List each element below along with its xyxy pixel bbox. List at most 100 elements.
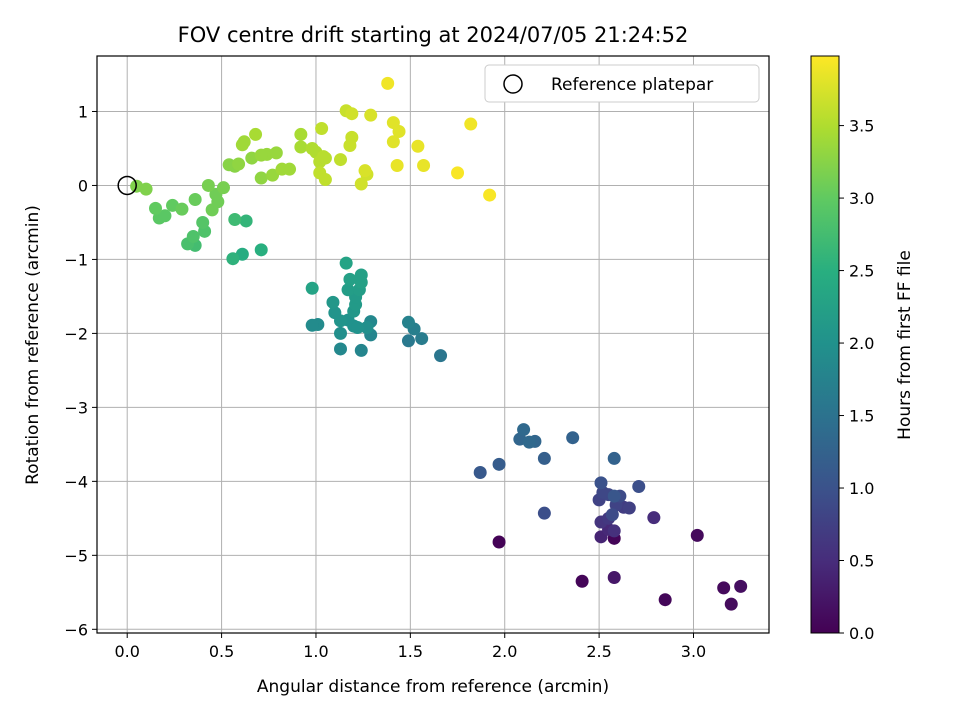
data-point [473, 465, 487, 479]
data-point [239, 214, 253, 228]
legend-label: Reference platepar [551, 75, 713, 95]
data-point [607, 451, 621, 465]
data-point [305, 281, 319, 295]
data-point [647, 511, 661, 525]
data-point [464, 117, 478, 131]
data-point [724, 597, 738, 611]
data-point [235, 138, 249, 152]
legend-open-circle-marker [503, 74, 523, 94]
data-point [358, 164, 372, 178]
data-point [492, 457, 506, 471]
x-tick-label: 3.0 [681, 642, 706, 661]
data-point [605, 508, 619, 522]
scatter-points [130, 76, 748, 611]
data-point [492, 535, 506, 549]
data-point [392, 124, 406, 138]
data-point [283, 162, 297, 176]
data-point [594, 476, 608, 490]
data-point [226, 252, 240, 266]
data-point [254, 243, 268, 257]
data-point [607, 524, 621, 538]
y-tick-label: −2 [64, 324, 88, 343]
data-point [360, 320, 374, 334]
colorbar-tick-label: 0.5 [849, 552, 874, 571]
data-point [350, 320, 364, 334]
legend-box [484, 64, 760, 103]
data-point [232, 157, 246, 171]
data-point [269, 146, 283, 160]
data-point [334, 342, 348, 356]
x-tick-label: 2.0 [492, 642, 517, 661]
data-point [364, 108, 378, 122]
y-tick-label: −4 [64, 472, 88, 491]
colorbar-tick-label: 3.5 [849, 117, 874, 136]
data-point [326, 295, 340, 309]
data-point [294, 127, 308, 141]
x-axis-label: Angular distance from reference (arcmin) [257, 677, 609, 697]
x-tick-label: 1.5 [398, 642, 423, 661]
data-point [434, 349, 448, 363]
data-point [196, 215, 210, 229]
data-point [345, 107, 359, 121]
data-point [149, 201, 163, 215]
data-point [334, 314, 348, 328]
data-point [341, 283, 355, 297]
data-point [607, 571, 621, 585]
data-point [401, 334, 415, 348]
data-point [622, 501, 636, 515]
data-point [596, 485, 610, 499]
colorbar: 0.0 0.5 1.0 1.5 2.0 2.5 3.0 3.5 Hours from firs… [810, 55, 915, 643]
x-tick-label: 2.5 [586, 642, 611, 661]
data-point [266, 168, 280, 182]
data-point [216, 181, 230, 195]
y-tick-label: −5 [64, 546, 88, 565]
data-point [249, 127, 263, 141]
data-point [354, 268, 368, 282]
y-tick-label: 1 [78, 102, 88, 121]
data-point [186, 229, 200, 243]
colorbar-tick-label: 3.0 [849, 189, 874, 208]
colorbar-tick-label: 2.5 [849, 262, 874, 281]
data-point [315, 121, 329, 135]
colorbar-label: Hours from first FF file [895, 250, 915, 440]
data-point [415, 332, 429, 346]
reference-platepar-marker [117, 175, 137, 196]
y-tick-label: −6 [64, 620, 88, 639]
colorbar-ticks: 0.0 0.5 1.0 1.5 2.0 2.5 3.0 3.5 [839, 117, 874, 643]
data-point [343, 139, 357, 153]
data-point [537, 451, 551, 465]
colorbar-tick-label: 1.0 [849, 479, 874, 498]
data-point [417, 158, 431, 172]
colorbar-tick-label: 2.0 [849, 334, 874, 353]
data-point [386, 135, 400, 149]
data-point [517, 423, 531, 437]
x-tick-label: 0.0 [114, 642, 139, 661]
data-point [411, 139, 425, 153]
data-point [566, 431, 580, 445]
x-tick-label: 0.5 [209, 642, 234, 661]
data-point [334, 153, 348, 167]
data-point [381, 76, 395, 90]
data-point [158, 209, 172, 223]
data-point [228, 212, 242, 226]
data-point [390, 158, 404, 172]
data-point [254, 148, 268, 162]
data-point [483, 188, 497, 202]
data-point [451, 166, 465, 180]
data-point [354, 343, 368, 357]
chart-title: FOV centre drift starting at 2024/07/05 … [178, 23, 689, 47]
data-point [607, 489, 621, 503]
data-point [294, 140, 308, 154]
data-point [401, 315, 415, 329]
legend: Reference platepar [484, 64, 760, 103]
data-point [537, 506, 551, 520]
colorbar-tick-label: 1.5 [849, 407, 874, 426]
data-point [658, 593, 672, 607]
y-tick-label: −3 [64, 398, 88, 417]
data-point [522, 435, 536, 449]
colorbar-tick-label: 0.0 [849, 624, 874, 643]
data-point [343, 272, 357, 286]
data-point [339, 256, 353, 270]
y-axis-label: Rotation from reference (arcmin) [23, 205, 43, 485]
